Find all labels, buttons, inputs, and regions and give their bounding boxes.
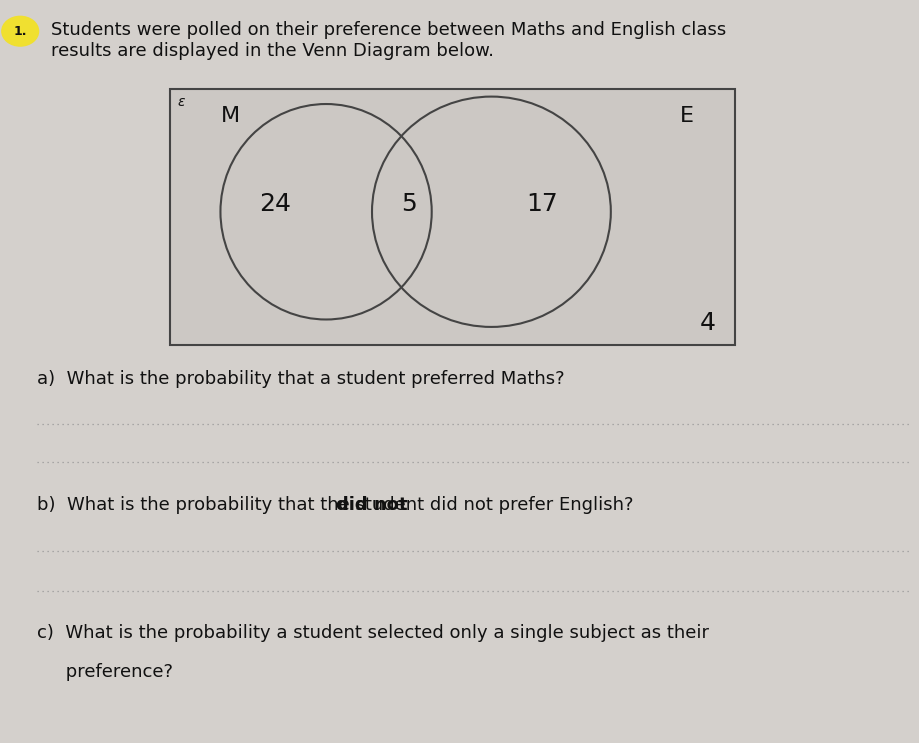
Text: Students were polled on their preference between Maths and English class: Students were polled on their preference…	[51, 21, 725, 39]
Text: results are displayed in the Venn Diagram below.: results are displayed in the Venn Diagra…	[51, 42, 493, 59]
Text: M: M	[221, 106, 239, 126]
Text: 1.: 1.	[14, 25, 27, 38]
Text: ε: ε	[177, 95, 185, 109]
Text: 24: 24	[259, 192, 291, 216]
Circle shape	[2, 16, 39, 46]
Text: 17: 17	[526, 192, 557, 216]
Bar	[170, 89, 734, 345]
Text: preference?: preference?	[37, 663, 173, 681]
Text: c)  What is the probability a student selected only a single subject as their: c) What is the probability a student sel…	[37, 624, 708, 642]
Text: a)  What is the probability that a student preferred Maths?: a) What is the probability that a studen…	[37, 370, 563, 388]
Text: 5: 5	[401, 192, 416, 216]
Text: b)  What is the probability that the student did not prefer English?: b) What is the probability that the stud…	[37, 496, 632, 514]
Text: did not: did not	[336, 496, 407, 514]
Text: 4: 4	[698, 311, 714, 335]
Text: E: E	[679, 106, 693, 126]
